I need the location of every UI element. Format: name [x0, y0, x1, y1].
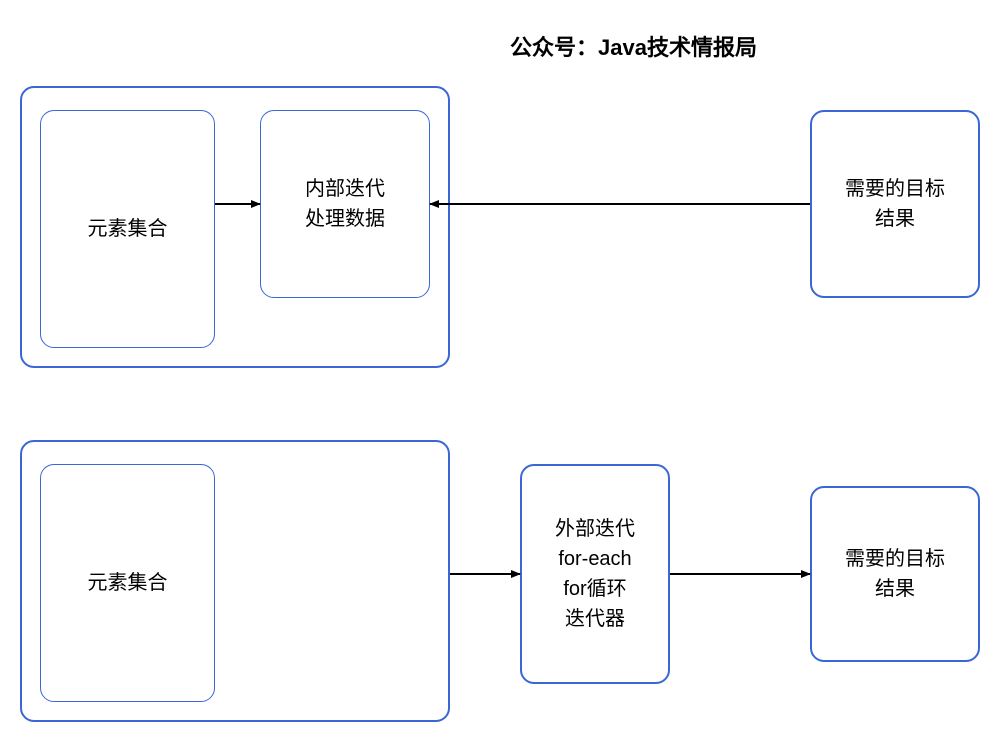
top-elements-box: 元素集合: [40, 110, 215, 348]
bottom-elements-label: 元素集合: [88, 568, 168, 598]
top-iterate-box: 内部迭代处理数据: [260, 110, 430, 298]
bottom-elements-box: 元素集合: [40, 464, 215, 702]
top-result-label: 需要的目标结果: [845, 174, 945, 234]
bottom-result-label: 需要的目标结果: [845, 544, 945, 604]
top-result-box: 需要的目标结果: [810, 110, 980, 298]
bottom-iterate-box: 外部迭代for-eachfor循环迭代器: [520, 464, 670, 684]
top-iterate-label: 内部迭代处理数据: [305, 174, 385, 234]
top-elements-label: 元素集合: [88, 214, 168, 244]
header-title: 公众号：Java技术情报局: [510, 30, 757, 62]
bottom-result-box: 需要的目标结果: [810, 486, 980, 662]
bottom-iterate-label: 外部迭代for-eachfor循环迭代器: [555, 514, 635, 634]
diagram-canvas: 公众号：Java技术情报局 元素集合 内部迭代处理数据 需要的目标结果 元素集合…: [0, 0, 1000, 748]
